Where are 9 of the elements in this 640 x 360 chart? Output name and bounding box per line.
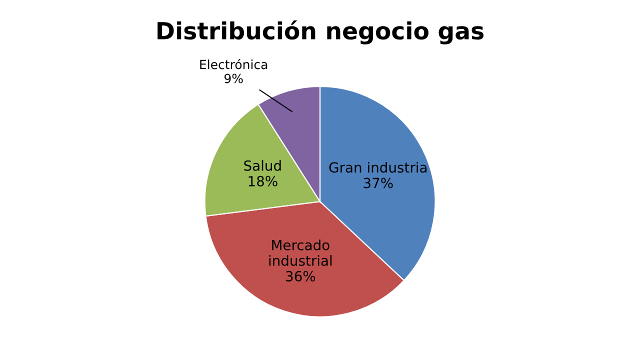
data-label: 18% — [248, 176, 278, 186]
data-label: 37% — [364, 178, 393, 188]
slice-label: Salud — [244, 160, 281, 171]
data-label: 36% — [286, 270, 316, 282]
slice-label: Gran industria — [329, 162, 427, 173]
data-label: 9% — [224, 74, 243, 84]
slice-label: Mercado industrial — [269, 240, 332, 266]
slice-label: Electrónica — [200, 59, 268, 70]
chart-title: Distribución negocio gas — [158, 20, 484, 44]
